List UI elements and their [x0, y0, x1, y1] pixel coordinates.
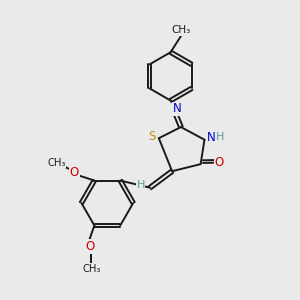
Text: H: H [216, 132, 224, 142]
Text: N: N [207, 131, 215, 144]
Text: N: N [173, 102, 182, 115]
Text: S: S [149, 130, 156, 143]
Text: O: O [70, 166, 79, 179]
Text: H: H [136, 180, 145, 190]
Text: CH₃: CH₃ [47, 158, 66, 168]
Text: CH₃: CH₃ [82, 264, 100, 274]
Text: CH₃: CH₃ [171, 25, 190, 35]
Text: O: O [214, 156, 224, 169]
Text: O: O [85, 240, 94, 253]
